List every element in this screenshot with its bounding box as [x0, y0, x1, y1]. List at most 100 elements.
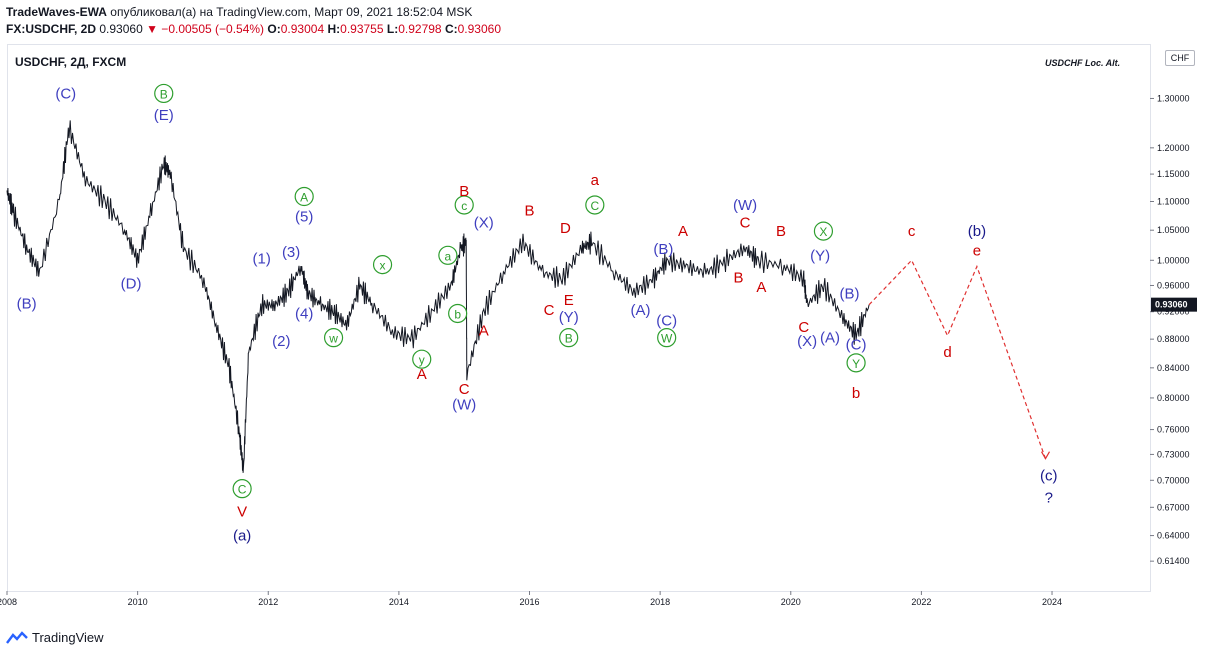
chart-pane[interactable]: [7, 44, 1151, 592]
current-price: 0.93060: [99, 22, 143, 36]
wave-label: Y: [852, 357, 860, 371]
wave-label: A: [417, 366, 427, 383]
author-name[interactable]: TradeWaves-EWA: [6, 5, 107, 19]
wave-label: B: [160, 87, 168, 101]
tradingview-logo[interactable]: TradingView: [6, 630, 104, 645]
wave-label: (A): [631, 302, 651, 319]
wave-label: e: [973, 242, 981, 259]
y-tick-label: 0.88000: [1157, 334, 1190, 344]
wave-label-circle: [232, 479, 252, 499]
wave-label: (E): [154, 107, 174, 124]
wave-label-circle: [372, 255, 393, 275]
wave-label: a: [445, 249, 452, 263]
symbol-full: FX:USDCHF, 2D: [6, 22, 97, 36]
y-tick-label: 1.20000: [1157, 143, 1190, 153]
wave-label: b: [454, 307, 461, 321]
wave-label-circle: [559, 328, 579, 348]
wave-label-circle: [813, 221, 834, 241]
wave-label: (a): [233, 527, 251, 544]
wave-label: (C): [846, 337, 867, 354]
wave-label: B: [525, 203, 535, 220]
wave-label: c: [908, 223, 916, 240]
projection-arrow: [1040, 451, 1051, 460]
wave-label: A: [300, 191, 308, 205]
wave-label: B: [776, 223, 786, 240]
wave-label-circle: [657, 328, 677, 348]
wave-label: A: [678, 223, 688, 240]
x-tick-label: 2010: [128, 597, 148, 607]
last-price-label: 0.93060: [1155, 300, 1188, 310]
last-price-tag: [1151, 297, 1197, 312]
wave-label: (B): [17, 295, 37, 312]
wave-label: C: [238, 483, 247, 497]
brand-text: TradingView: [32, 630, 104, 645]
wave-label: (B): [840, 285, 860, 302]
wave-label: c: [461, 199, 467, 213]
wave-label: B: [734, 269, 744, 286]
wave-label-circle: [585, 195, 605, 215]
low-value: 0.92798: [398, 22, 442, 36]
y-tick-label: 0.80000: [1157, 393, 1190, 403]
y-tick-label: 1.00000: [1157, 255, 1190, 265]
x-tick-label: 2022: [911, 597, 931, 607]
wave-label: y: [419, 353, 425, 367]
y-tick-label: 0.67000: [1157, 502, 1190, 512]
wave-label-circle: [448, 303, 468, 324]
wave-label: (X): [797, 333, 817, 350]
open-label: O:: [267, 22, 281, 36]
low-label: L:: [386, 22, 399, 36]
wave-label: x: [380, 259, 386, 273]
x-tick-label: 2018: [650, 597, 670, 607]
wave-label: (Y): [810, 247, 830, 264]
wave-label-circle: [294, 186, 314, 207]
wave-label: w: [328, 332, 338, 346]
wave-label: (C): [55, 85, 76, 102]
y-tick-label: 1.10000: [1157, 197, 1190, 207]
wave-label: d: [943, 344, 951, 361]
wave-label: (A): [820, 330, 840, 347]
y-tick-label: 1.30000: [1157, 93, 1190, 103]
y-tick-label: 0.64000: [1157, 531, 1190, 541]
x-tick-label: 2014: [389, 597, 409, 607]
projection-path: [868, 259, 1047, 459]
y-tick-label: 1.05000: [1157, 225, 1190, 235]
wave-label: D: [560, 220, 571, 237]
wave-label: E: [564, 292, 574, 309]
y-tick-label: 0.84000: [1157, 363, 1190, 373]
price-line: [6, 120, 870, 473]
wave-label: A: [479, 323, 489, 340]
wave-label: (2): [272, 333, 290, 350]
y-tick-label: 0.73000: [1157, 449, 1190, 459]
wave-label: C: [590, 199, 599, 213]
close-label: C:: [444, 22, 458, 36]
price-change: ▼ −0.00505 (−0.54%): [146, 22, 265, 36]
wave-label: (1): [253, 250, 271, 267]
wave-label: C: [459, 381, 470, 398]
wave-label-circle: [846, 353, 866, 373]
chart-note: USDCHF Loc. Alt.: [1045, 58, 1121, 68]
y-tick-label: 0.92000: [1157, 307, 1190, 317]
wave-label: V: [237, 504, 247, 521]
price-chart[interactable]: 1.30000 1.20000 1.15000 1.10000 1.05000 1.000…: [0, 0, 1212, 630]
wave-label: (3): [282, 244, 300, 261]
high-label: H:: [327, 22, 341, 36]
published-text: опубликовал(а) на TradingView.com, Март …: [110, 5, 473, 19]
wave-label-circle: [154, 83, 174, 104]
wave-label: (C): [656, 312, 677, 329]
x-tick-label: 2024: [1042, 597, 1062, 607]
wave-label: ?: [1045, 490, 1053, 507]
wave-label: (5): [295, 208, 313, 225]
wave-label: (X): [474, 214, 494, 231]
y-tick-label: 0.76000: [1157, 425, 1190, 435]
currency-badge[interactable]: CHF: [1165, 50, 1195, 66]
close-value: 0.93060: [457, 22, 502, 36]
y-tick-label: 0.96000: [1157, 280, 1190, 290]
wave-label: (c): [1040, 467, 1058, 484]
open-value: 0.93004: [280, 22, 325, 36]
wave-label-circle: [438, 245, 458, 265]
y-tick-label: 0.70000: [1157, 475, 1190, 485]
wave-label: A: [756, 279, 766, 296]
wave-label: b: [852, 385, 860, 402]
wave-label: (Y): [559, 309, 579, 326]
x-tick-label: 2012: [258, 597, 278, 607]
